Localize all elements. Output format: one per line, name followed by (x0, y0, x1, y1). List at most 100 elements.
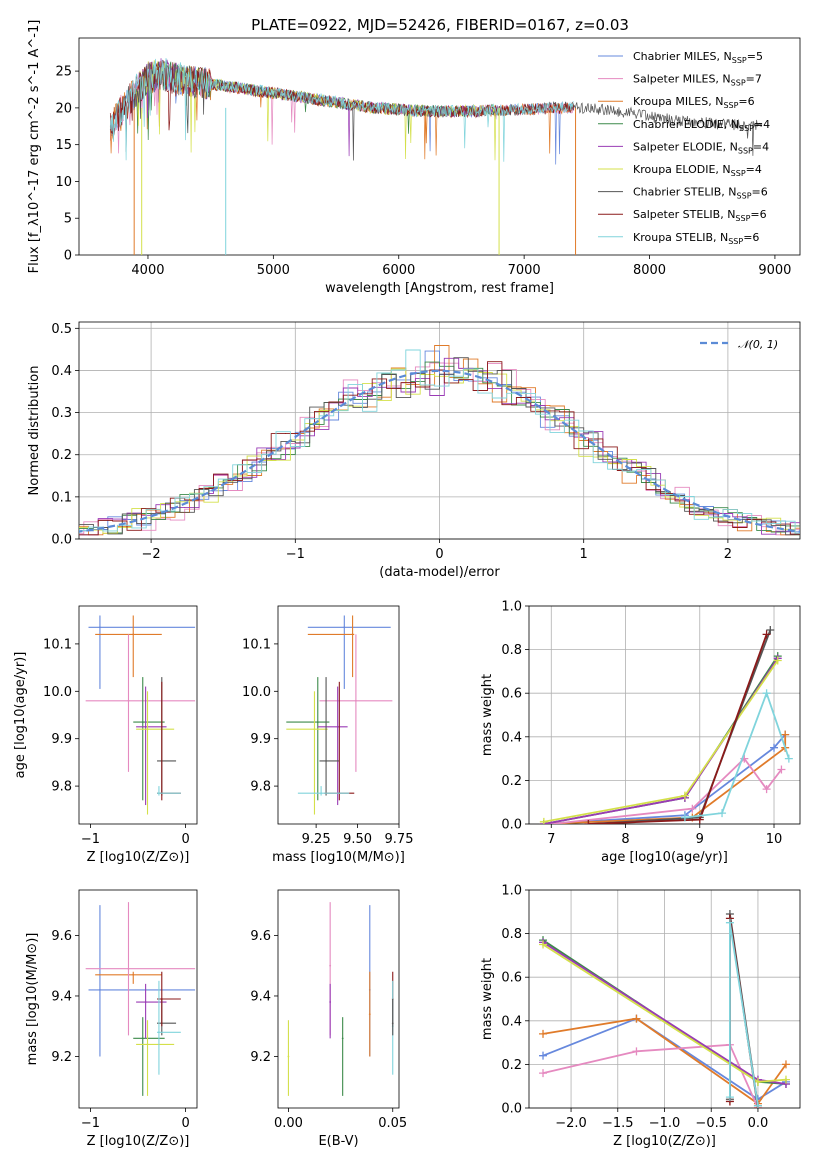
x-tick-label: 9.50 (343, 832, 372, 847)
x-tick-label: 0 (181, 832, 189, 847)
weight-marker (632, 1014, 641, 1023)
data-point (132, 973, 135, 976)
axes-frame (528, 889, 801, 1109)
x-tick-label: 1 (580, 547, 588, 562)
legend-subscript: SSP (731, 79, 746, 88)
data-point (341, 1037, 344, 1040)
legend-label: Salpeter MILES, NSSP=7 (633, 73, 762, 88)
y-tick-label: 9.4 (250, 989, 271, 1004)
data-point (141, 1037, 144, 1040)
data-point (160, 998, 163, 1000)
y-tick-label: 0.1 (51, 490, 72, 505)
y-tick-label: 9.9 (51, 732, 72, 747)
x-tick-label: 0.05 (378, 1116, 407, 1131)
weight-marker (539, 1051, 548, 1060)
legend-subscript: SSP (723, 101, 738, 110)
x-tick-label: −0.5 (695, 1116, 727, 1131)
y-axis-label: Normed distribution (27, 366, 42, 496)
y-tick-label: 10.0 (43, 685, 72, 700)
figure-title: PLATE=0922, MJD=52426, FIBERID=0167, z=0… (251, 16, 629, 34)
weight-marker (762, 689, 771, 698)
data-point (316, 721, 319, 724)
y-tick-label: 0.6 (501, 971, 522, 986)
data-point (146, 728, 149, 731)
y-tick-label: 20 (55, 101, 72, 116)
x-tick-label: 8 (621, 832, 629, 847)
legend-subscript: SSP (728, 237, 743, 246)
legend-text: =4 (746, 163, 762, 176)
x-tick-label: 0 (435, 547, 443, 562)
legend-subscript: SSP (739, 124, 754, 133)
legend-text: =6 (750, 208, 766, 221)
weight-marker (632, 1047, 641, 1056)
weight-series-line (542, 1017, 787, 1101)
x-tick-label: −1.0 (649, 1116, 681, 1131)
x-tick-label: 7 (547, 832, 555, 847)
y-tick-label: 10.1 (43, 637, 72, 652)
y-tick-label: 0.0 (501, 818, 522, 833)
y-tick-label: 0.4 (51, 364, 72, 379)
y-tick-label: 0.2 (51, 448, 72, 463)
x-tick-label: 10 (766, 832, 783, 847)
legend-label: Chabrier MILES, NSSP=5 (633, 50, 763, 65)
legend-text: =4 (753, 140, 769, 153)
y-tick-label: 0.8 (501, 927, 522, 942)
x-tick-label: 9000 (758, 263, 791, 278)
x-tick-label: 9 (696, 832, 704, 847)
y-tick-label: 1.0 (501, 600, 522, 615)
weight-marker (680, 813, 689, 822)
weight-marker (784, 754, 793, 763)
weight-marker (718, 809, 727, 818)
data-point (144, 725, 147, 728)
y-tick-label: 9.9 (250, 732, 271, 747)
data-point (336, 725, 339, 728)
data-point (351, 633, 354, 636)
errorbar-plot-area (287, 902, 394, 1096)
weight-marker (781, 1075, 790, 1084)
data-point (325, 760, 327, 762)
weight-marker (539, 817, 548, 824)
x-tick-label: −1 (81, 832, 100, 847)
errorbar-plot-area (85, 902, 196, 1096)
y-tick-label: 0.3 (51, 406, 72, 421)
legend-label: Salpeter STELIB, NSSP=6 (633, 208, 767, 223)
y-tick-label: 15 (55, 138, 72, 153)
y-tick-label: 0.4 (501, 730, 522, 745)
residuals-panel: −2 −1 0 1 2 0.0 0.1 0.2 0.3 0.4 0.5 (data-model)/er… (27, 321, 801, 580)
data-point (158, 1031, 160, 1034)
data-point (329, 964, 332, 967)
weight-series-line (543, 657, 779, 824)
mass-vs-ebv-panel: 0.00 0.05 9.2 9.4 9.6 E(B-V) (250, 889, 407, 1149)
y-tick-label: 0.5 (51, 322, 72, 337)
legend-label: Kroupa STELIB, NSSP=6 (633, 231, 759, 246)
legend-label: Kroupa ELODIE, NSSP=4 (633, 163, 762, 178)
weight-series-line (588, 633, 768, 824)
x-tick-label: 4000 (131, 263, 164, 278)
x-tick-label: −1 (286, 547, 305, 562)
weight-marker (725, 1093, 734, 1102)
legend-subscript: SSP (737, 192, 752, 201)
axes-frame (78, 37, 801, 256)
weight-marker (762, 785, 771, 794)
x-tick-label: 6000 (382, 263, 415, 278)
y-tick-label: 1.0 (501, 884, 522, 899)
y-tick-label: 9.4 (51, 989, 72, 1004)
weight-marker (770, 743, 779, 752)
age-vs-metallicity-panel: −1 0 9.8 9.9 10.0 10.1 Z [log10(Z/Z⊙)] age [log… (13, 605, 198, 865)
legend-label: Chabrier ELODIE, NSSP=4 (633, 118, 770, 133)
y-tick-label: 9.6 (51, 929, 72, 944)
legend-text: =7 (746, 73, 762, 86)
axes-frame (78, 321, 801, 540)
weight-plot-area (539, 909, 790, 1108)
x-axis-label: mass [log10(M/M⊙)] (272, 850, 405, 865)
x-tick-label: 0 (181, 1116, 189, 1131)
legend-subscript: SSP (735, 214, 750, 223)
y-tick-label: 0.2 (501, 1058, 522, 1073)
x-axis-label: Z [log10(Z/Z⊙)] (613, 1134, 716, 1149)
weight-marker (539, 940, 548, 949)
axes-frame (277, 605, 400, 825)
data-point (391, 1022, 394, 1025)
x-tick-label: −1.5 (602, 1116, 634, 1131)
weight-marker (539, 1069, 548, 1078)
